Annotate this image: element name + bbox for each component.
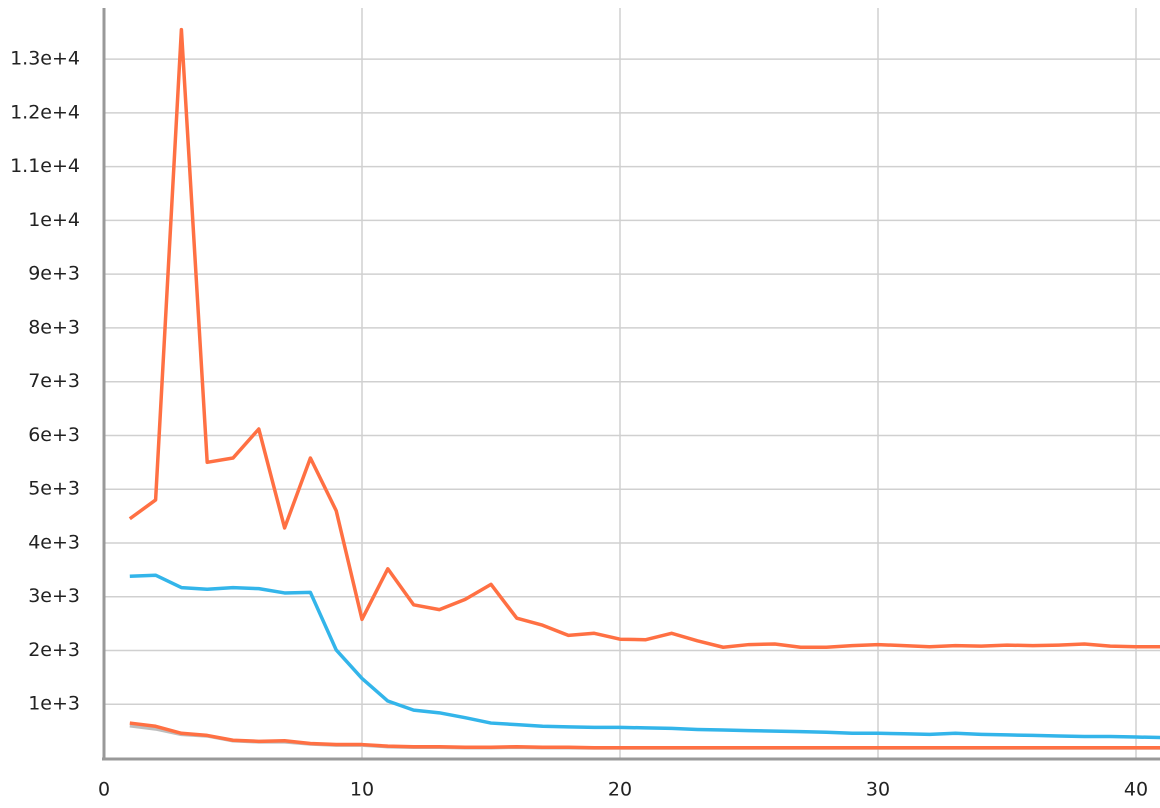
y-tick-label: 4e+3 <box>28 531 80 553</box>
line-series <box>129 721 1160 750</box>
y-tick-label: 1.2e+4 <box>10 101 80 123</box>
y-tick-label: 3e+3 <box>28 585 80 607</box>
y-tick-label: 7e+3 <box>28 370 80 392</box>
y-tick-label: 1.1e+4 <box>10 155 80 177</box>
y-tick-label: 1e+4 <box>28 209 80 231</box>
y-tick-label: 6e+3 <box>28 424 80 446</box>
y-tick-label: 1e+3 <box>28 693 80 715</box>
line-series <box>128 27 1160 650</box>
y-tick-label: 5e+3 <box>28 478 80 500</box>
x-tick-label: 30 <box>866 779 890 801</box>
line-series <box>129 573 1160 740</box>
x-tick-label: 10 <box>350 779 374 801</box>
y-tick-label: 2e+3 <box>28 639 80 661</box>
y-tick-label: 9e+3 <box>28 263 80 285</box>
y-tick-label: 8e+3 <box>28 316 80 338</box>
x-tick-label: 40 <box>1124 779 1148 801</box>
x-tick-label: 20 <box>608 779 632 801</box>
y-tick-label: 1.3e+4 <box>10 48 80 70</box>
x-tick-label: 0 <box>98 779 110 801</box>
